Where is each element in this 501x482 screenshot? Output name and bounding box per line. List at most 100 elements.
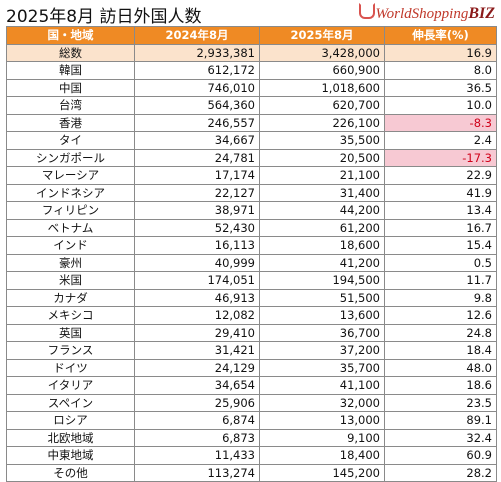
value-2025-cell: 145,200 [259, 463, 385, 482]
table-row: ロシア 6,874 13,000 89.1 [6, 411, 497, 430]
table-row: 英国 29,410 36,700 24.8 [6, 323, 497, 342]
column-header-2025: 2025年8月 [259, 26, 385, 45]
value-2024-cell: 12,082 [134, 306, 260, 325]
growth-cell: 2.4 [384, 131, 497, 150]
value-2025-cell: 18,600 [259, 236, 385, 255]
growth-cell: -8.3 [384, 113, 497, 132]
region-cell: 香港 [6, 113, 135, 132]
region-cell: フランス [6, 341, 135, 360]
region-cell: ロシア [6, 411, 135, 430]
value-2025-cell: 37,200 [259, 341, 385, 360]
growth-cell: 10.0 [384, 96, 497, 115]
table-row: カナダ 46,913 51,500 9.8 [6, 288, 497, 307]
value-2025-cell: 32,000 [259, 393, 385, 412]
region-cell: ドイツ [6, 358, 135, 377]
value-2024-cell: 24,129 [134, 358, 260, 377]
table-row: 北欧地域 6,873 9,100 32.4 [6, 428, 497, 447]
growth-cell: 8.0 [384, 61, 497, 80]
value-2024-cell: 25,906 [134, 393, 260, 412]
value-2024-cell: 40,999 [134, 253, 260, 272]
table-row: タイ 34,667 35,500 2.4 [6, 131, 497, 150]
growth-cell: 22.9 [384, 166, 497, 185]
table-row: 中国 746,010 1,018,600 36.5 [6, 78, 497, 97]
region-cell: シンガポール [6, 148, 135, 167]
value-2025-cell: 35,700 [259, 358, 385, 377]
value-2024-cell: 31,421 [134, 341, 260, 360]
growth-cell: 13.4 [384, 201, 497, 220]
value-2025-cell: 13,000 [259, 411, 385, 430]
table-row: ドイツ 24,129 35,700 48.0 [6, 358, 497, 377]
region-cell: 中東地域 [6, 446, 135, 465]
value-2025-cell: 51,500 [259, 288, 385, 307]
region-cell: インド [6, 236, 135, 255]
value-2025-cell: 226,100 [259, 113, 385, 132]
value-2024-cell: 11,433 [134, 446, 260, 465]
value-2024-cell: 34,654 [134, 376, 260, 395]
table-row: イタリア 34,654 41,100 18.6 [6, 376, 497, 395]
growth-cell: 36.5 [384, 78, 497, 97]
value-2025-cell: 35,500 [259, 131, 385, 150]
region-cell: 米国 [6, 271, 135, 290]
value-2025-cell: 61,200 [259, 218, 385, 237]
growth-cell: 16.9 [384, 43, 497, 62]
growth-cell: -17.3 [384, 148, 497, 167]
table-row: メキシコ 12,082 13,600 12.6 [6, 306, 497, 325]
region-cell: 北欧地域 [6, 428, 135, 447]
value-2024-cell: 38,971 [134, 201, 260, 220]
growth-cell: 32.4 [384, 428, 497, 447]
value-2024-cell: 612,172 [134, 61, 260, 80]
growth-cell: 41.9 [384, 183, 497, 202]
region-cell: インドネシア [6, 183, 135, 202]
region-cell: 台湾 [6, 96, 135, 115]
region-cell: 総数 [6, 43, 135, 62]
value-2025-cell: 36,700 [259, 323, 385, 342]
value-2024-cell: 46,913 [134, 288, 260, 307]
value-2024-cell: 34,667 [134, 131, 260, 150]
growth-cell: 89.1 [384, 411, 497, 430]
region-cell: その他 [6, 463, 135, 482]
value-2024-cell: 6,873 [134, 428, 260, 447]
value-2025-cell: 660,900 [259, 61, 385, 80]
worldshopping-biz-logo: WorldShoppingBIZ [358, 3, 495, 23]
value-2024-cell: 17,174 [134, 166, 260, 185]
region-cell: タイ [6, 131, 135, 150]
column-header-growth: 伸長率(%) [384, 26, 497, 45]
value-2025-cell: 20,500 [259, 148, 385, 167]
growth-cell: 9.8 [384, 288, 497, 307]
table-row: 中東地域 11,433 18,400 60.9 [6, 446, 497, 465]
table-row: その他 113,274 145,200 28.2 [6, 463, 497, 482]
table-header-row: 国・地域 2024年8月 2025年8月 伸長率(%) [6, 26, 497, 45]
table-row: 米国 174,051 194,500 11.7 [6, 271, 497, 290]
table-row: 韓国 612,172 660,900 8.0 [6, 61, 497, 80]
table-body: 総数 2,933,381 3,428,000 16.9 韓国 612,172 660,900… [6, 43, 497, 482]
growth-cell: 11.7 [384, 271, 497, 290]
table-row: インド 16,113 18,600 15.4 [6, 236, 497, 255]
value-2025-cell: 41,200 [259, 253, 385, 272]
region-cell: ベトナム [6, 218, 135, 237]
region-cell: 韓国 [6, 61, 135, 80]
table-row: 台湾 564,360 620,700 10.0 [6, 96, 497, 115]
region-cell: フィリピン [6, 201, 135, 220]
region-cell: 豪州 [6, 253, 135, 272]
value-2025-cell: 1,018,600 [259, 78, 385, 97]
value-2025-cell: 31,400 [259, 183, 385, 202]
table-row: シンガポール 24,781 20,500 -17.3 [6, 148, 497, 167]
value-2025-cell: 13,600 [259, 306, 385, 325]
value-2024-cell: 24,781 [134, 148, 260, 167]
growth-cell: 24.8 [384, 323, 497, 342]
table-row-total: 総数 2,933,381 3,428,000 16.9 [6, 43, 497, 62]
table-row: インドネシア 22,127 31,400 41.9 [6, 183, 497, 202]
region-cell: スペイン [6, 393, 135, 412]
growth-cell: 16.7 [384, 218, 497, 237]
value-2024-cell: 16,113 [134, 236, 260, 255]
value-2024-cell: 246,557 [134, 113, 260, 132]
value-2025-cell: 21,100 [259, 166, 385, 185]
value-2024-cell: 6,874 [134, 411, 260, 430]
value-2024-cell: 113,274 [134, 463, 260, 482]
value-2025-cell: 9,100 [259, 428, 385, 447]
growth-cell: 15.4 [384, 236, 497, 255]
logo-suffix: BIZ [468, 5, 495, 22]
value-2024-cell: 174,051 [134, 271, 260, 290]
growth-cell: 28.2 [384, 463, 497, 482]
column-header-2024: 2024年8月 [134, 26, 260, 45]
